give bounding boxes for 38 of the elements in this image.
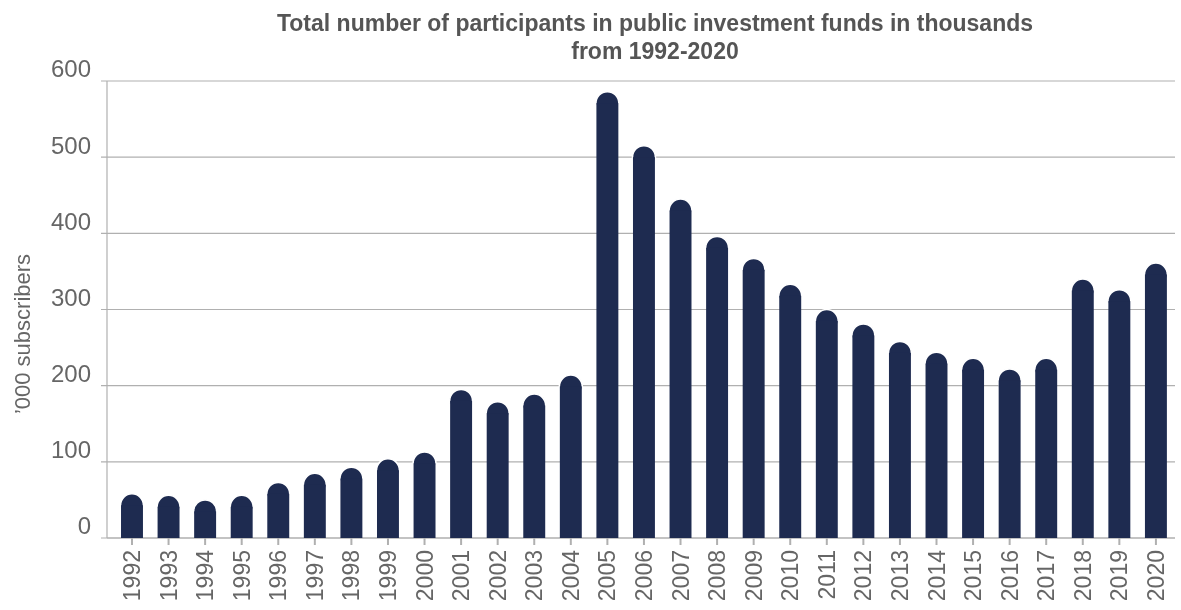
y-tick-label: 300 <box>50 283 91 311</box>
x-tick-label: 2011 <box>813 550 840 600</box>
x-tick-label: 2003 <box>521 550 548 602</box>
x-tick-label: 2001 <box>448 550 475 602</box>
chart-title: Total number of participants in public investment funds in thousands from 1992-2020 <box>276 10 1034 64</box>
x-tick-label: 2015 <box>960 550 987 602</box>
x-tick-label: 2004 <box>557 549 584 602</box>
x-tick-label: 2012 <box>850 550 877 602</box>
x-tick-label: 1993 <box>155 550 182 602</box>
x-tick-label: 2019 <box>1106 550 1133 602</box>
y-axis-title: ’000 subscribers <box>10 253 35 415</box>
x-tick-label: 1994 <box>192 549 219 602</box>
x-tick-label: 2018 <box>1069 550 1096 602</box>
x-tick-label: 2008 <box>704 550 731 602</box>
x-tick-label: 1992 <box>119 550 146 602</box>
x-tick-label: 1999 <box>375 550 402 602</box>
x-tick-label: 1996 <box>265 550 292 602</box>
x-tick-label: 2009 <box>740 550 767 602</box>
x-tick-label: 2017 <box>1033 550 1060 602</box>
y-tick-label: 200 <box>50 360 91 388</box>
x-tick-label: 2016 <box>996 550 1023 602</box>
x-tick-label: 2007 <box>667 550 694 602</box>
y-tick-label: 100 <box>50 436 91 464</box>
x-tick-label: 2010 <box>777 550 804 602</box>
x-tick-label: 2014 <box>923 549 950 602</box>
y-tick-label: 400 <box>50 207 91 235</box>
x-tick-label: 1998 <box>338 550 365 602</box>
x-tick-label: 2006 <box>631 550 657 602</box>
y-tick-label: 0 <box>77 512 91 540</box>
x-tick-label: 2013 <box>886 550 913 602</box>
y-tick-label: 600 <box>50 55 91 83</box>
x-tick-label: 2002 <box>484 550 511 602</box>
x-tick-label: 2005 <box>594 550 621 602</box>
x-tick-label: 1995 <box>228 550 255 602</box>
y-tick-label: 500 <box>50 131 91 159</box>
x-tick-label: 2000 <box>411 550 438 602</box>
x-tick-label: 1997 <box>301 550 328 602</box>
x-tick-label: 2020 <box>1142 550 1169 602</box>
